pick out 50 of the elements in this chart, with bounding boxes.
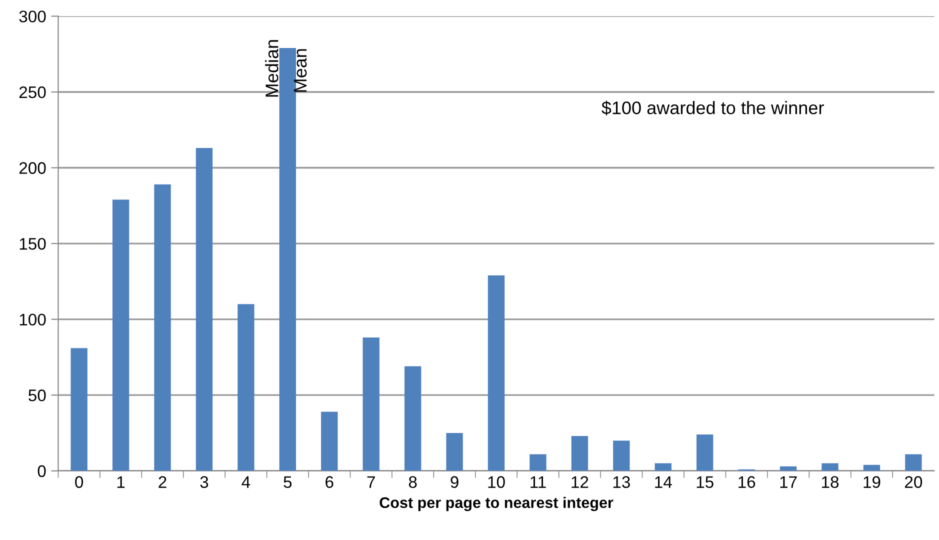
bar bbox=[654, 463, 672, 471]
x-tick-label: 4 bbox=[242, 476, 250, 488]
x-tick-label: 1 bbox=[117, 476, 125, 488]
x-tick-label: 17 bbox=[780, 476, 797, 488]
bar bbox=[154, 184, 171, 471]
x-tick-label: 0 bbox=[75, 476, 84, 488]
x-tick-label: 10 bbox=[488, 476, 505, 488]
y-tick-label: 50 bbox=[28, 390, 46, 402]
annotation: $100 awarded to the winner bbox=[602, 100, 824, 116]
y-tick-label: 100 bbox=[20, 314, 46, 326]
bar bbox=[863, 464, 880, 471]
y-tick-label: 300 bbox=[19, 10, 46, 22]
annotation: Mean bbox=[294, 49, 307, 92]
x-tick-label: 6 bbox=[326, 476, 334, 488]
annotation: Median bbox=[265, 40, 278, 97]
x-tick-label: 16 bbox=[738, 476, 756, 488]
bar bbox=[238, 304, 254, 471]
x-tick-label: 8 bbox=[408, 476, 417, 488]
bar bbox=[488, 275, 505, 471]
y-tick-label: 250 bbox=[19, 86, 46, 98]
x-tick-label: 20 bbox=[905, 476, 922, 488]
bar bbox=[362, 338, 380, 471]
bar bbox=[530, 454, 546, 471]
bar bbox=[822, 463, 838, 471]
bar bbox=[571, 436, 588, 471]
x-tick-label: 11 bbox=[530, 476, 546, 488]
x-tick-label: 3 bbox=[200, 476, 208, 488]
y-tick-label: 0 bbox=[38, 465, 46, 478]
bar bbox=[112, 200, 130, 471]
bar bbox=[404, 366, 422, 471]
x-tick-label: 18 bbox=[822, 476, 839, 488]
bar bbox=[70, 348, 88, 471]
bar bbox=[196, 148, 213, 471]
x-tick-label: 19 bbox=[864, 476, 880, 488]
bar bbox=[446, 432, 463, 471]
x-tick-label: 5 bbox=[284, 476, 292, 488]
x-tick-label: 13 bbox=[613, 476, 630, 488]
x-tick-label: 9 bbox=[450, 476, 458, 488]
x-tick-label: 12 bbox=[572, 476, 588, 488]
x-tick-label: 7 bbox=[367, 476, 375, 488]
x-tick-label: 14 bbox=[655, 476, 672, 488]
x-tick-label: 15 bbox=[696, 476, 714, 488]
bar bbox=[905, 454, 922, 471]
bar bbox=[613, 440, 630, 471]
bar bbox=[696, 434, 714, 471]
bar bbox=[321, 412, 338, 471]
y-tick-label: 150 bbox=[20, 238, 46, 250]
x-axis-title: Cost per page to nearest integer bbox=[380, 496, 614, 512]
y-tick-label: 200 bbox=[19, 162, 46, 174]
x-tick-label: 2 bbox=[158, 476, 166, 488]
